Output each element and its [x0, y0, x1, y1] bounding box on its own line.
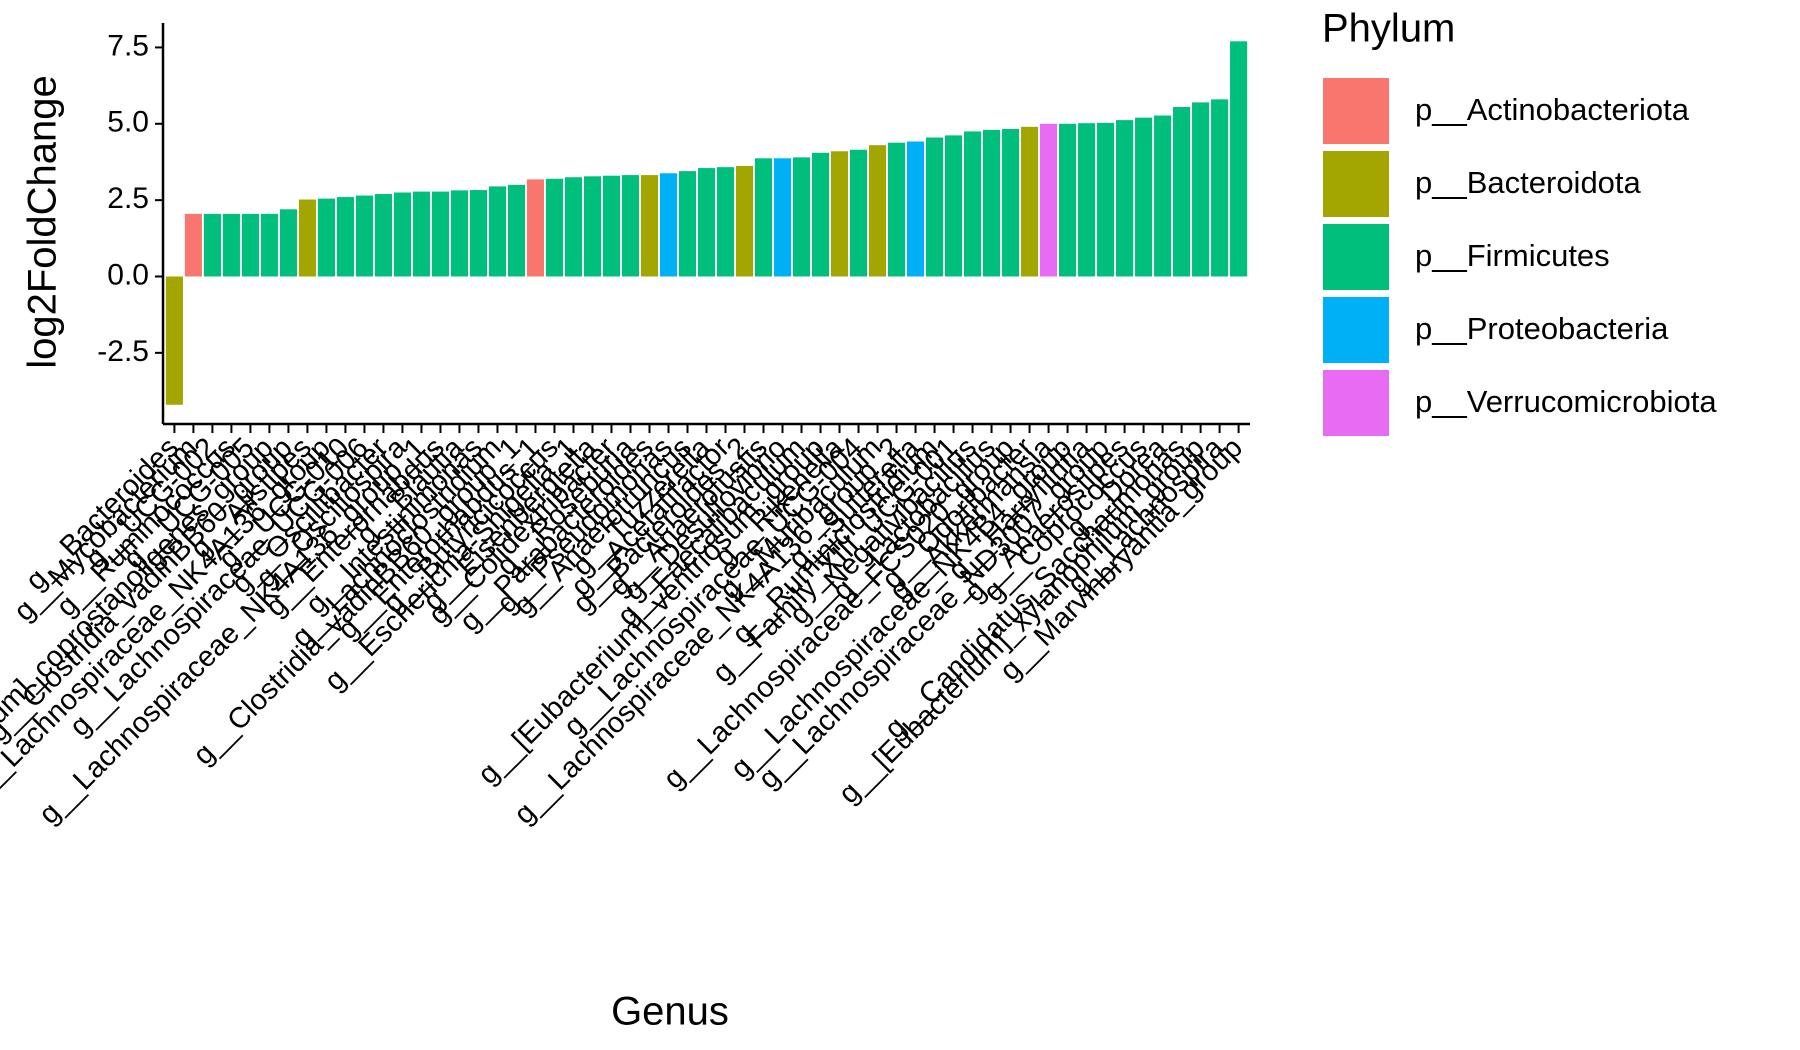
bar [925, 137, 944, 277]
bar [754, 158, 773, 277]
bar [1211, 99, 1229, 277]
bar [621, 175, 640, 277]
bar [469, 190, 488, 277]
legend-label: p__Verrucomicrobiota [1415, 384, 1717, 419]
bar [374, 194, 392, 277]
bar [906, 141, 925, 277]
y-tick-label: 5.0 [107, 106, 149, 139]
bar [983, 129, 1001, 277]
bar [393, 192, 411, 277]
bar [1059, 123, 1077, 277]
bar [1021, 126, 1039, 277]
legend-key [1323, 370, 1389, 436]
bar [298, 199, 316, 277]
y-tick-label: 7.5 [107, 29, 149, 62]
bar [279, 209, 297, 277]
bar [659, 173, 678, 277]
bar [963, 131, 982, 277]
bar [830, 151, 849, 277]
legend-title: Phylum [1322, 7, 1455, 51]
legend-label: p__Firmicutes [1415, 238, 1610, 273]
y-tick-label: 2.5 [107, 182, 149, 215]
bar [488, 186, 507, 277]
bar [336, 197, 354, 277]
legend-label: p__Actinobacteriota [1415, 92, 1690, 127]
bar [355, 195, 373, 277]
bar [697, 168, 716, 277]
bar [165, 276, 183, 405]
y-tick-label: -2.5 [97, 335, 149, 368]
bar [735, 165, 754, 277]
bar [944, 135, 963, 277]
bar [773, 158, 792, 277]
bar [450, 190, 469, 277]
bar [222, 213, 240, 277]
legend-label: p__Proteobacteria [1415, 311, 1669, 346]
legend-key [1323, 224, 1389, 290]
bar [678, 171, 697, 277]
bar [1192, 102, 1210, 277]
bar [792, 157, 811, 277]
bar [811, 152, 830, 277]
legend-key [1323, 151, 1389, 217]
bar [640, 175, 659, 277]
bar [1230, 41, 1248, 277]
bar [1116, 120, 1134, 277]
bar [1078, 123, 1096, 277]
bar [526, 179, 545, 277]
bar [412, 191, 430, 277]
bar [184, 213, 202, 277]
bar [602, 175, 621, 277]
bar [1135, 117, 1153, 277]
bar [241, 213, 259, 277]
bar [545, 178, 564, 277]
bar [1040, 123, 1058, 277]
bar [203, 213, 221, 277]
bar [507, 184, 526, 277]
legend-key [1323, 78, 1389, 144]
bar [564, 177, 583, 277]
bar [849, 149, 868, 277]
bar [1097, 122, 1115, 277]
legend-label: p__Bacteroidota [1415, 165, 1642, 200]
bar [583, 176, 602, 277]
bar [1154, 115, 1172, 277]
bar [887, 142, 906, 277]
bar [317, 198, 335, 277]
bar [260, 213, 278, 277]
bar [1173, 106, 1191, 277]
bar [1002, 128, 1020, 277]
bar [868, 145, 887, 277]
bar [716, 167, 735, 277]
x-axis-title: Genus [611, 990, 729, 1034]
y-tick-label: 0.0 [107, 258, 149, 291]
legend-key [1323, 297, 1389, 363]
bar [431, 191, 450, 277]
y-axis-title: log2FoldChange [21, 75, 65, 369]
